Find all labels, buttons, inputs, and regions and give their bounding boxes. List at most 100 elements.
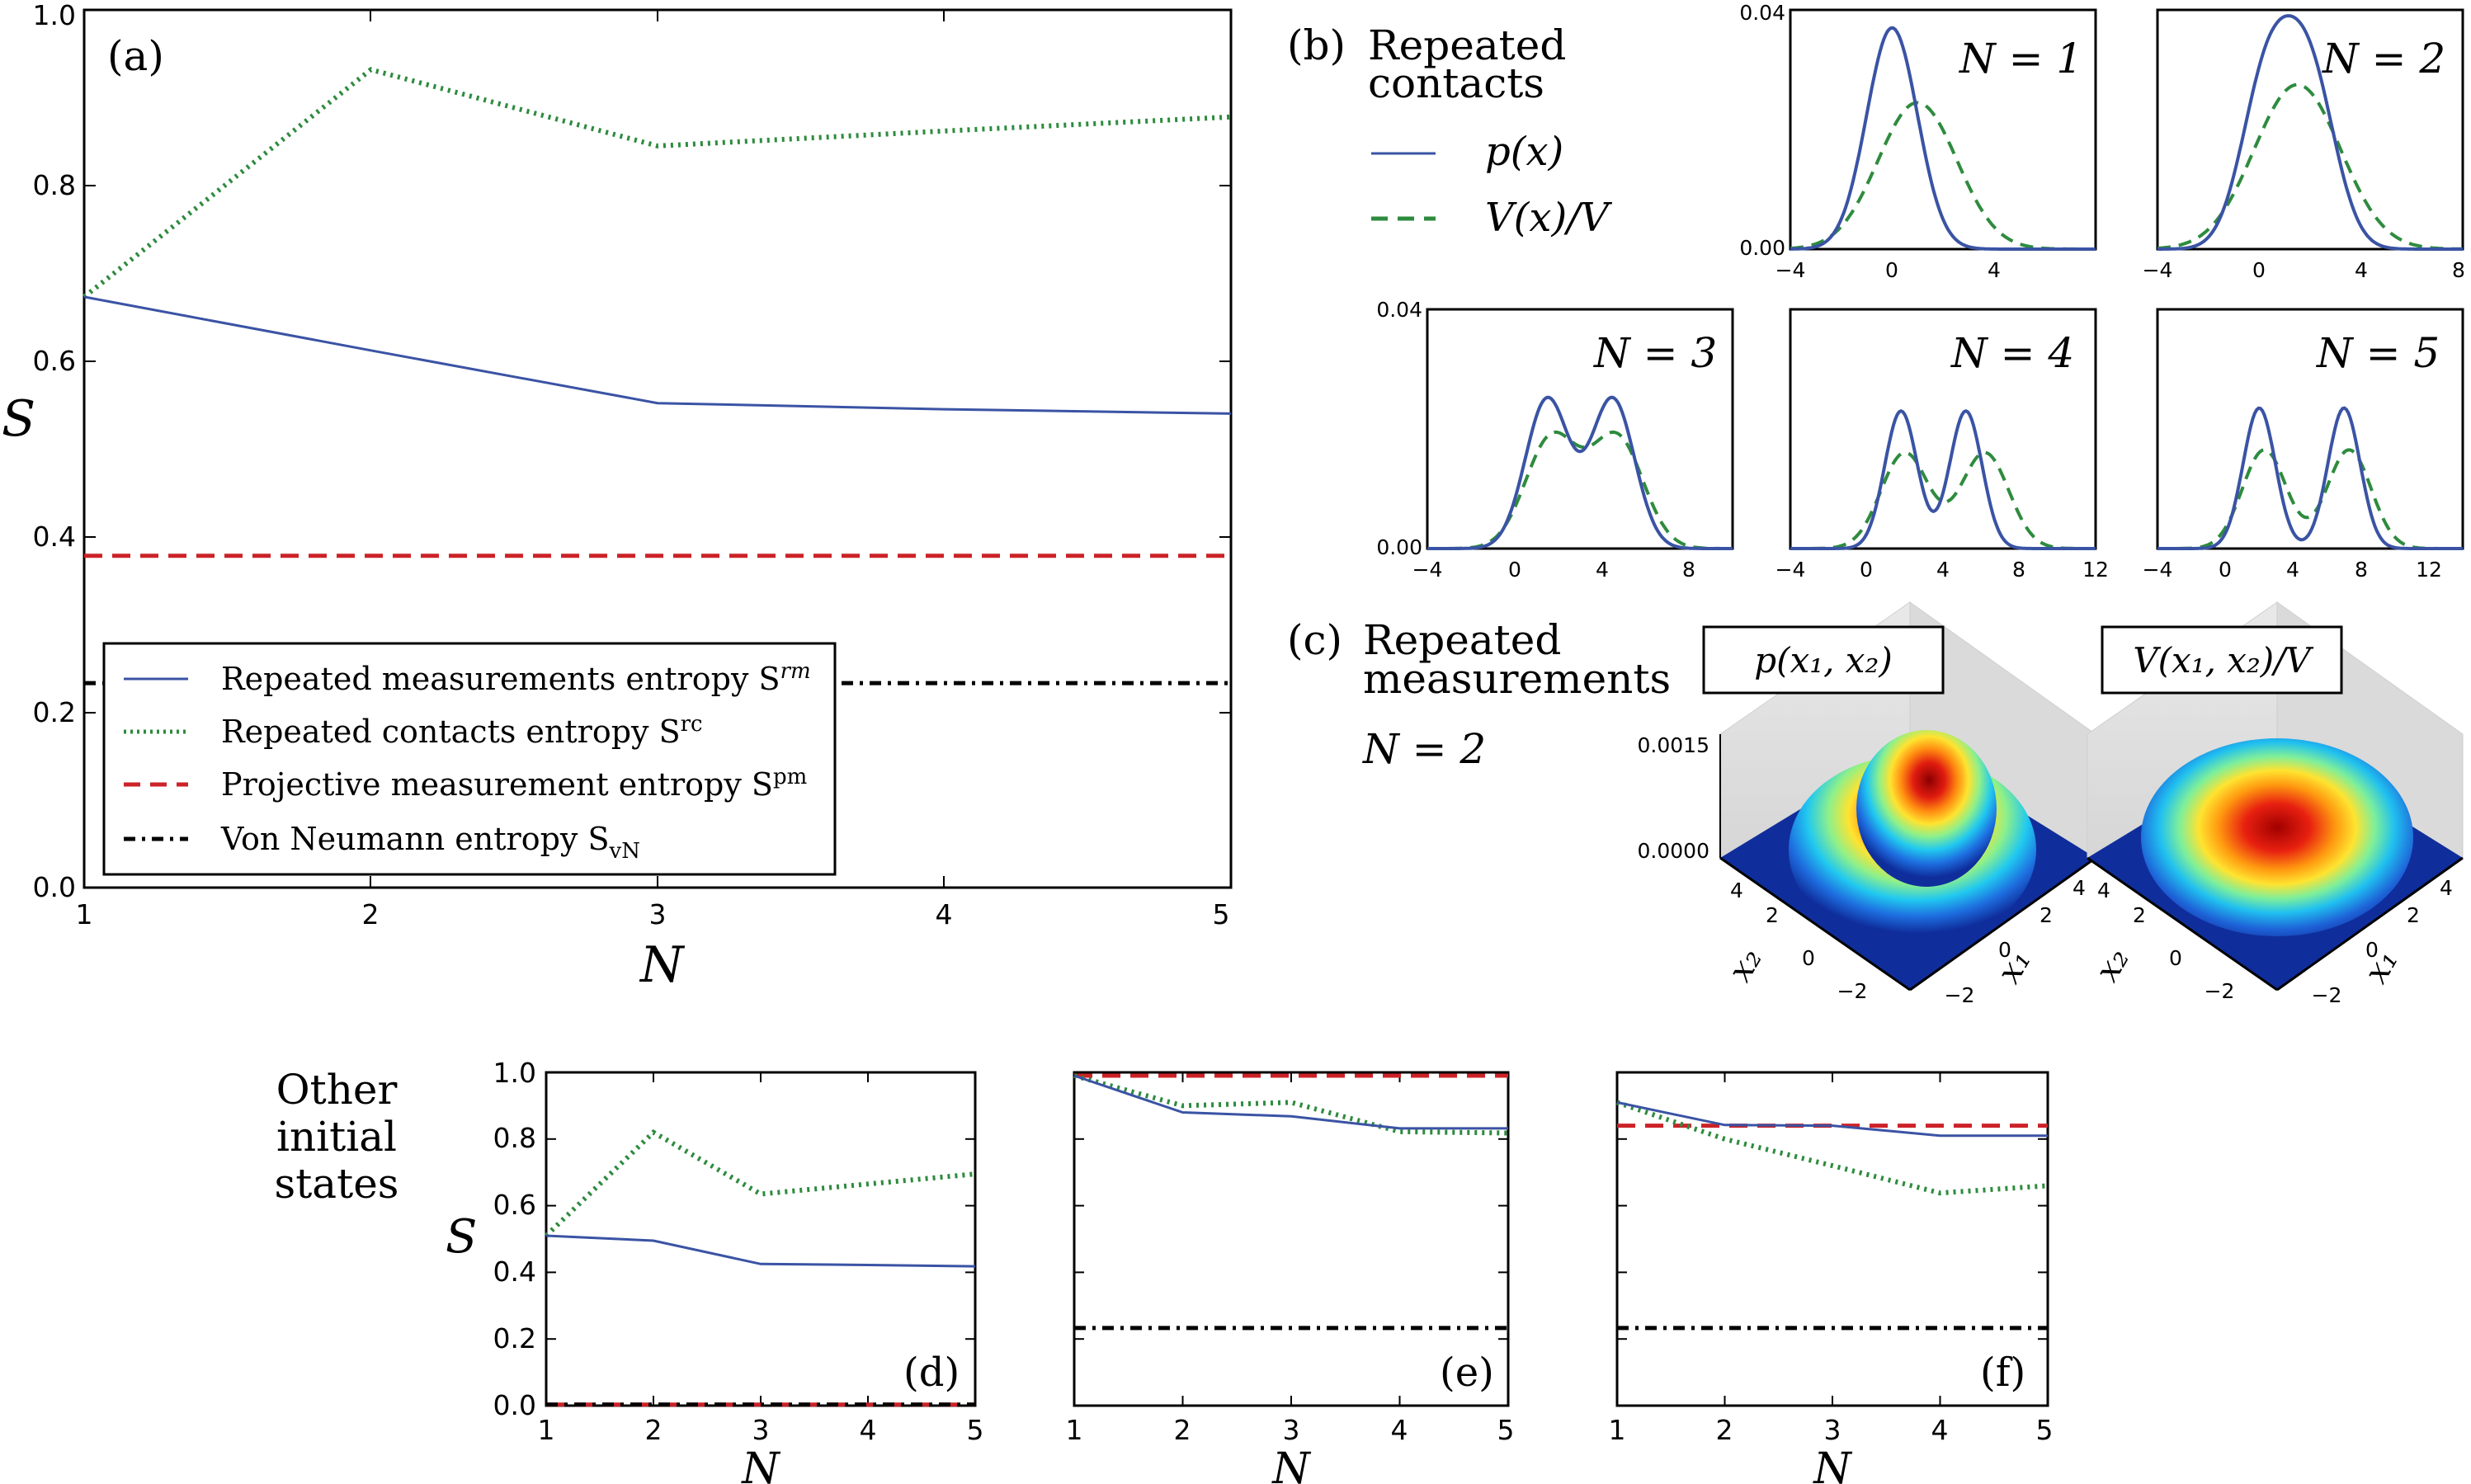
- xtick-label: 5: [1497, 1414, 1515, 1446]
- axis-tick-x2: −2: [1837, 979, 1868, 1003]
- panel-c: (c) Repeated measurements N = 2 0.0015 0…: [1287, 601, 2464, 1007]
- panel-f-xlabel: N: [1812, 1444, 1852, 1484]
- panel-b-n2-axes: [2156, 8, 2464, 251]
- ytick-label: 0.0: [33, 871, 76, 903]
- axis-tick-x1: 2: [2040, 903, 2053, 927]
- panel-a: (a) 0.0 0.2 0.4 0.6 0.8 1.0 1: [2, 0, 1233, 994]
- panel-a-label: (a): [107, 32, 164, 80]
- xtick-label: 2: [1174, 1414, 1191, 1446]
- panel-c-ztick-top: 0.0015: [1638, 733, 1709, 757]
- xtick-label: 4: [936, 898, 953, 930]
- panel-b-ytick-bottom: 0.00: [1376, 535, 1422, 559]
- xtick-label: 5: [1213, 898, 1230, 930]
- panel-b-n5-label: N = 5: [2316, 329, 2440, 377]
- panel-a-xticks: 1 2 3 4 5: [76, 10, 1230, 930]
- panel-d-series-rm-line: [545, 1234, 976, 1268]
- surface-edge-left: [2087, 856, 2278, 992]
- ytick-label: 0.6: [493, 1189, 536, 1221]
- panel-b-n3-p-curve: [1427, 395, 1733, 550]
- axis-tick-x1: 0: [2365, 938, 2379, 962]
- panel-b-n3-axes: [1426, 308, 1734, 550]
- panel-b-curves: [1427, 14, 2464, 550]
- axis-tick-x2: 4: [1730, 879, 1743, 902]
- panel-b-ytick-top: 0.04: [1376, 298, 1422, 322]
- axis-tick-x1: 4: [2440, 876, 2453, 900]
- panel-c-axis-x2-left: x₂: [1721, 941, 1770, 987]
- panel-b-title-line2: contacts: [1368, 59, 1544, 107]
- xtick-label: 1: [1066, 1414, 1083, 1446]
- legend-entry-rc: Repeated contacts entropy Src: [221, 712, 703, 750]
- axis-tick-x2: 4: [2097, 879, 2110, 902]
- xtick-label: 4: [2286, 558, 2299, 582]
- panel-b-legend-p: p(x): [1485, 129, 1563, 175]
- panel-c-title-line1: Repeated: [1363, 616, 1561, 664]
- panel-e-series-rc-line: [1073, 1073, 1509, 1136]
- panel-e-series-rm-line: [1073, 1074, 1508, 1130]
- panel-c-label: (c): [1287, 616, 1342, 664]
- xtick-label: 8: [2355, 558, 2368, 582]
- surface-edge-right: [1909, 856, 2096, 992]
- xtick-label: 4: [2355, 258, 2368, 282]
- panel-f-series-rm-line: [1616, 1100, 2048, 1138]
- ytick-label: 1.0: [33, 0, 76, 31]
- panel-c-box-p: [1702, 625, 1945, 695]
- xtick-label: −4: [1775, 258, 1806, 282]
- ytick-label: 1.0: [493, 1057, 536, 1089]
- other-title-line1: Other: [276, 1066, 398, 1114]
- xtick-label: −4: [2143, 258, 2173, 282]
- panel-a-lines: [83, 67, 1232, 685]
- xtick-label: 4: [1391, 1414, 1408, 1446]
- panel-c-surface-p: 0.0015 0.0000 4 2 0 −2 4 2 0 −2 x₂ x₁: [1638, 601, 2096, 1007]
- legend-frame: [102, 642, 837, 876]
- panel-b-n4-p-curve: [1790, 408, 2096, 550]
- xtick-label: 3: [752, 1414, 770, 1446]
- panel-c-axis-x2-right: x₂: [2088, 941, 2137, 987]
- xtick-label: 5: [2036, 1414, 2054, 1446]
- panel-b-n4-axes: [1789, 308, 2097, 550]
- xtick-label: 4: [1936, 558, 1950, 582]
- axis-tick-x2: −2: [2205, 979, 2235, 1003]
- panel-b-n3-v-curve: [1427, 430, 1733, 550]
- axis-tick-x2: 0: [1802, 946, 1815, 970]
- panel-a-legend: Repeated measurements entropy Srm Repeat…: [102, 642, 837, 876]
- xtick-label: 4: [1931, 1414, 1949, 1446]
- panel-b-n4-label: N = 4: [1950, 329, 2074, 377]
- panel-b-n1-p-curve: [1790, 26, 2096, 251]
- xtick-label: 12: [2082, 558, 2109, 582]
- panel-d-label: (d): [903, 1350, 960, 1396]
- xtick-label: 1: [1609, 1414, 1626, 1446]
- panel-b-ytick-top: 0.04: [1739, 1, 1785, 25]
- panel-b-ytick-bottom: 0.00: [1739, 236, 1785, 260]
- panel-b-n5-axes: [2156, 308, 2464, 550]
- xtick-label: 0: [2219, 558, 2232, 582]
- xtick-label: 2: [645, 1414, 663, 1446]
- axis-tick-x1: −2: [2312, 983, 2342, 1007]
- panel-b-label: (b): [1287, 21, 1346, 69]
- xtick-label: 2: [362, 898, 380, 930]
- panel-b-n5-v-curve: [2157, 448, 2463, 550]
- legend-entry-rm: Repeated measurements entropy Srm: [221, 659, 811, 697]
- ytick-label: 0.4: [493, 1256, 536, 1288]
- panel-b-n3-label: N = 3: [1593, 329, 1717, 377]
- panel-b-title-line1: Repeated: [1368, 21, 1566, 69]
- xtick-label: 0: [1860, 558, 1873, 582]
- panel-b-n4-v-curve: [1790, 450, 2096, 550]
- panel-def-lines: [544, 1073, 2049, 1407]
- panel-e-label: (e): [1440, 1350, 1494, 1396]
- panel-d-xlabel: N: [740, 1444, 780, 1484]
- xtick-label: 1: [538, 1414, 555, 1446]
- xtick-label: 8: [2452, 258, 2465, 282]
- ytick-label: 0.2: [493, 1322, 536, 1354]
- axis-tick-x1: 0: [1998, 938, 2011, 962]
- xtick-label: 4: [860, 1414, 877, 1446]
- xtick-label: 0: [1885, 258, 1898, 282]
- panel-c-box-v: [2101, 625, 2343, 695]
- xtick-label: 0: [2252, 258, 2266, 282]
- axis-tick-x2: 0: [2169, 946, 2182, 970]
- axis-tick-x1: −2: [1945, 983, 1975, 1007]
- xtick-label: 0: [1508, 558, 1521, 582]
- panel-a-yticks: 0.0 0.2 0.4 0.6 0.8 1.0: [33, 0, 1231, 903]
- panel-f-series-rc-line: [1616, 1100, 2049, 1196]
- other-title-line3: states: [275, 1160, 399, 1208]
